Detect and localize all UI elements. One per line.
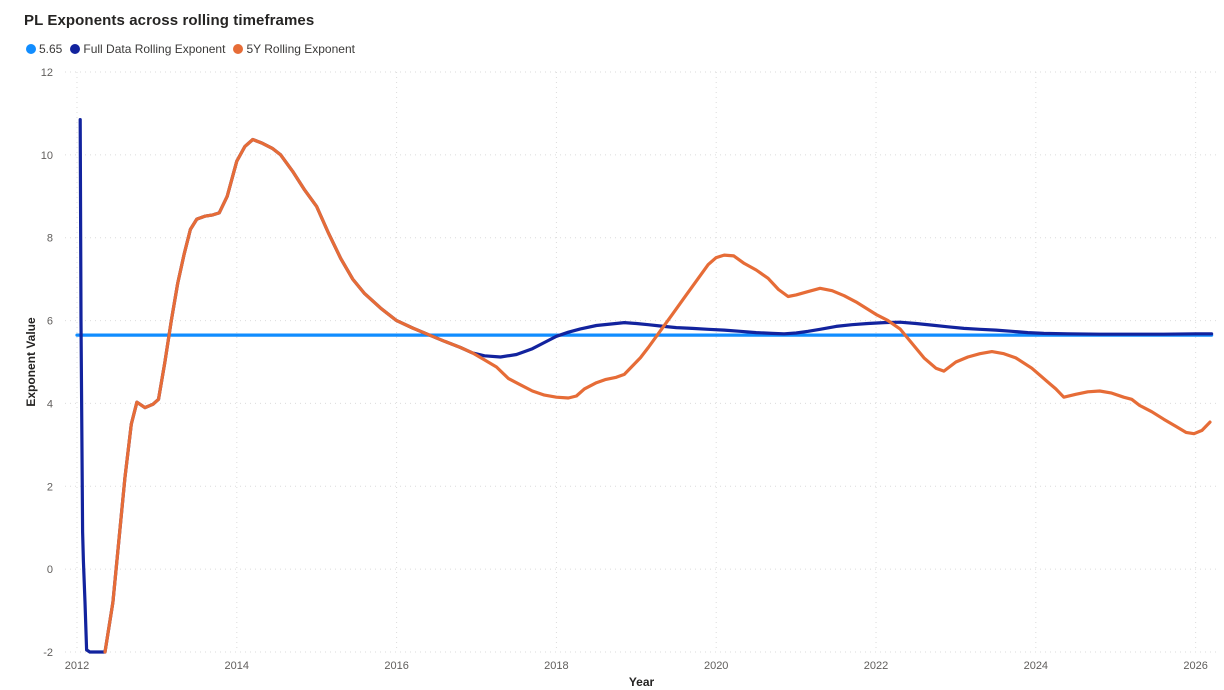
y-axis-tick-label: 2: [47, 481, 53, 493]
y-axis-tick-label: 8: [47, 233, 53, 245]
series-line-2[interactable]: [103, 137, 1212, 654]
y-axis-tick-label: 10: [41, 150, 53, 162]
x-axis-tick-label: 2018: [544, 660, 568, 672]
x-axis-tick-label: 2014: [225, 660, 249, 672]
legend-item-label: 5Y Rolling Exponent: [246, 42, 355, 56]
legend-item-label: 5.65: [39, 42, 63, 56]
legend-item-5y-rolling-exponent[interactable]: 5Y Rolling Exponent: [233, 42, 355, 56]
y-axis-tick-label: -2: [43, 647, 53, 659]
x-axis-tick-label: 2020: [704, 660, 728, 672]
legend-item-label: Full Data Rolling Exponent: [83, 42, 226, 56]
x-axis-tick-label: 2012: [65, 660, 89, 672]
series-line-1[interactable]: [78, 118, 1214, 654]
legend-item-reference-5-65[interactable]: 5.65: [26, 42, 62, 56]
legend-marker-icon: [26, 44, 36, 54]
legend-item-full-data-rolling-exponent[interactable]: Full Data Rolling Exponent: [70, 42, 225, 56]
x-axis-title: Year: [628, 675, 655, 689]
x-axis-tick-label: 2016: [384, 660, 408, 672]
y-axis-title: Exponent Value: [24, 317, 38, 407]
y-axis-tick-label: 0: [47, 564, 53, 576]
x-axis-tick-label: 2022: [864, 660, 888, 672]
y-axis-tick-label: 4: [47, 398, 53, 410]
y-axis-tick-label: 6: [47, 316, 53, 328]
legend-marker-icon: [233, 44, 244, 54]
legend: 5.65 Full Data Rolling Exponent 5Y Rolli…: [26, 42, 355, 56]
legend-marker-icon: [70, 44, 81, 54]
x-axis-tick-label: 2024: [1024, 660, 1048, 672]
x-axis-tick-label: 2026: [1183, 660, 1207, 672]
chart-title: PL Exponents across rolling timeframes: [24, 12, 315, 29]
y-axis-tick-label: 12: [41, 67, 53, 79]
